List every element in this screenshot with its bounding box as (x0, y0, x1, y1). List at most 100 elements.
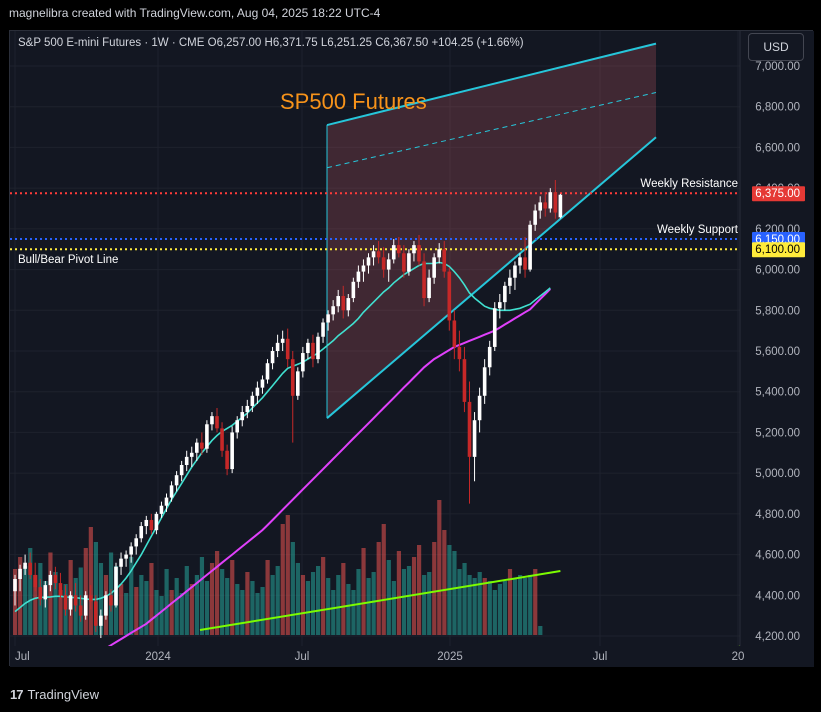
volume-bar (528, 575, 533, 635)
candle-body (38, 587, 43, 600)
candle-body (169, 485, 174, 498)
volume-bar (497, 584, 502, 635)
candle-body (376, 251, 381, 258)
candle-body (184, 456, 189, 465)
volume-bar (48, 552, 53, 635)
candle-body (533, 210, 537, 225)
candle-body (462, 359, 467, 402)
price-chart[interactable]: 7,000.006,800.006,600.006,400.006,200.00… (10, 31, 814, 667)
y-tick-label: 6,600.00 (755, 142, 800, 154)
candle-body (397, 245, 401, 254)
currency-button[interactable]: USD (748, 33, 804, 61)
volume-bar (432, 542, 437, 635)
candle-body (442, 249, 447, 272)
candle-body (43, 585, 48, 600)
candle-body (306, 342, 310, 354)
volume-bar (442, 530, 447, 635)
candle-body (477, 395, 482, 421)
volume-bar (341, 563, 346, 635)
candle-body (230, 432, 234, 470)
volume-bar (255, 593, 260, 635)
candle-body (245, 405, 250, 413)
tradingview-logo-icon: 17 (10, 687, 24, 702)
candle-body (154, 513, 159, 531)
candle-body (124, 554, 128, 559)
attribution-bar: magnelibra created with TradingView.com,… (0, 0, 821, 28)
candle-body (275, 342, 280, 351)
volume-bar (270, 575, 275, 635)
volume-ma-line (199, 570, 561, 631)
pivot-price-label: 6,100.00 (755, 244, 800, 256)
volume-bar (523, 578, 528, 635)
candle-body (159, 505, 164, 514)
candle-body (553, 192, 558, 213)
candle-body (18, 568, 22, 579)
volume-bar (512, 578, 518, 635)
volume-bar (336, 575, 341, 635)
candle-body (13, 579, 17, 592)
candle-body (508, 277, 512, 286)
open-label: O (207, 37, 217, 49)
volume-bar (351, 590, 356, 635)
volume-bar (194, 575, 199, 635)
candle-body (225, 450, 229, 470)
volume-bar (366, 578, 371, 635)
chart-pane[interactable]: 7,000.006,800.006,600.006,400.006,200.00… (9, 30, 814, 667)
channel-fill (327, 43, 656, 419)
volume-bar (275, 566, 280, 635)
candle-body (58, 583, 63, 596)
volume-bar (134, 587, 139, 635)
pivot-price-badge (752, 242, 805, 258)
volume-bar (169, 590, 174, 635)
volume-bar (58, 590, 63, 635)
candle-body (366, 257, 371, 266)
volume-bar (391, 581, 396, 635)
candle-body (518, 257, 522, 266)
y-tick-label: 6,800.00 (755, 102, 800, 114)
close-value: 6,367.50 (383, 37, 429, 49)
volume-bar (290, 542, 295, 635)
candle-body (321, 322, 325, 337)
volume-bar (467, 575, 472, 635)
candle-body (528, 224, 532, 270)
candle-body (48, 574, 53, 586)
volume-bar (472, 578, 477, 635)
volume-bar (295, 563, 300, 635)
candle-body (341, 296, 346, 311)
candle-body (492, 308, 497, 347)
candle-body (503, 285, 507, 303)
candle-body (68, 595, 73, 610)
volume-bar (411, 557, 417, 635)
volume-bar (154, 590, 159, 635)
volume-bar (33, 575, 38, 635)
volume-bar (482, 578, 487, 635)
candle-body (99, 615, 103, 626)
volume-bar (457, 569, 462, 635)
volume-bar (427, 572, 432, 635)
candle-body (482, 367, 487, 396)
x-tick-label: Jul (295, 651, 310, 663)
volume-bar (422, 575, 427, 635)
volume-bar (487, 581, 492, 635)
candle-body (538, 202, 542, 211)
tradingview-logo[interactable]: 17 TradingView (10, 687, 99, 702)
tradingview-logo-text: TradingView (27, 687, 100, 702)
candle-body (402, 253, 406, 272)
candle-body (255, 387, 260, 396)
volume-bar (230, 560, 235, 635)
candle-body (174, 475, 179, 486)
change-value: +104.25 (+1.66%) (431, 37, 524, 49)
volume-bar (225, 578, 230, 635)
candle-body (361, 265, 366, 272)
symbol-name: S&P 500 E-mini Futures · 1W · CME (18, 37, 205, 49)
low-label: L (320, 37, 328, 49)
candle-body (63, 595, 68, 610)
candle-body (215, 416, 219, 429)
candle-body (33, 574, 37, 588)
candle-body (134, 538, 138, 547)
volume-bar (316, 566, 321, 635)
y-tick-label: 5,600.00 (755, 346, 800, 358)
volume-bar (533, 569, 538, 635)
candle-body (381, 257, 386, 270)
